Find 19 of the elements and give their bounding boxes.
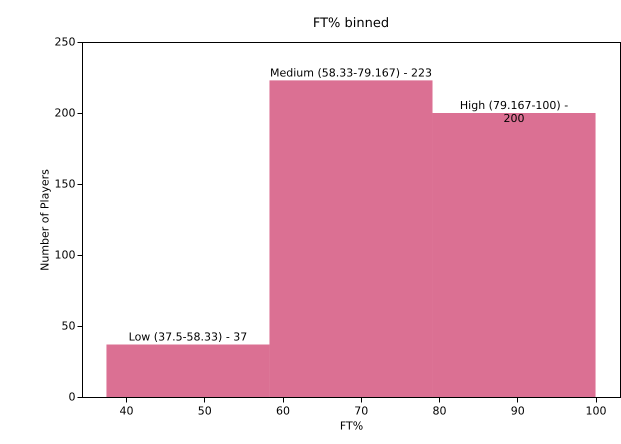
y-tick-label: 200 bbox=[54, 106, 76, 120]
y-tick-label: 150 bbox=[54, 178, 76, 190]
x-tick-label: 70 bbox=[354, 404, 368, 418]
x-tick-label: 90 bbox=[510, 404, 525, 418]
x-tick-label: 80 bbox=[432, 404, 447, 418]
y-tick-label: 250 bbox=[54, 36, 76, 48]
x-tick-label: 60 bbox=[276, 404, 290, 418]
annotation: Low (37.5-58.33) - 37 bbox=[128, 330, 248, 344]
y-tick-label: 50 bbox=[62, 320, 76, 332]
x-tick-label: 100 bbox=[586, 404, 607, 418]
y-tick-label: 0 bbox=[68, 390, 76, 404]
annotation: High (79.167-100) - 200 bbox=[460, 99, 568, 125]
chart-title: FT% binned bbox=[312, 16, 390, 31]
y-axis-title: Number of Players bbox=[38, 168, 52, 271]
x-tick-label: 40 bbox=[120, 404, 134, 418]
x-axis-title: FT% bbox=[340, 420, 364, 432]
annotation: Medium (58.33-79.167) - 223 bbox=[270, 66, 432, 80]
x-tick-label: 50 bbox=[198, 404, 212, 418]
y-tick-label: 100 bbox=[54, 248, 76, 262]
